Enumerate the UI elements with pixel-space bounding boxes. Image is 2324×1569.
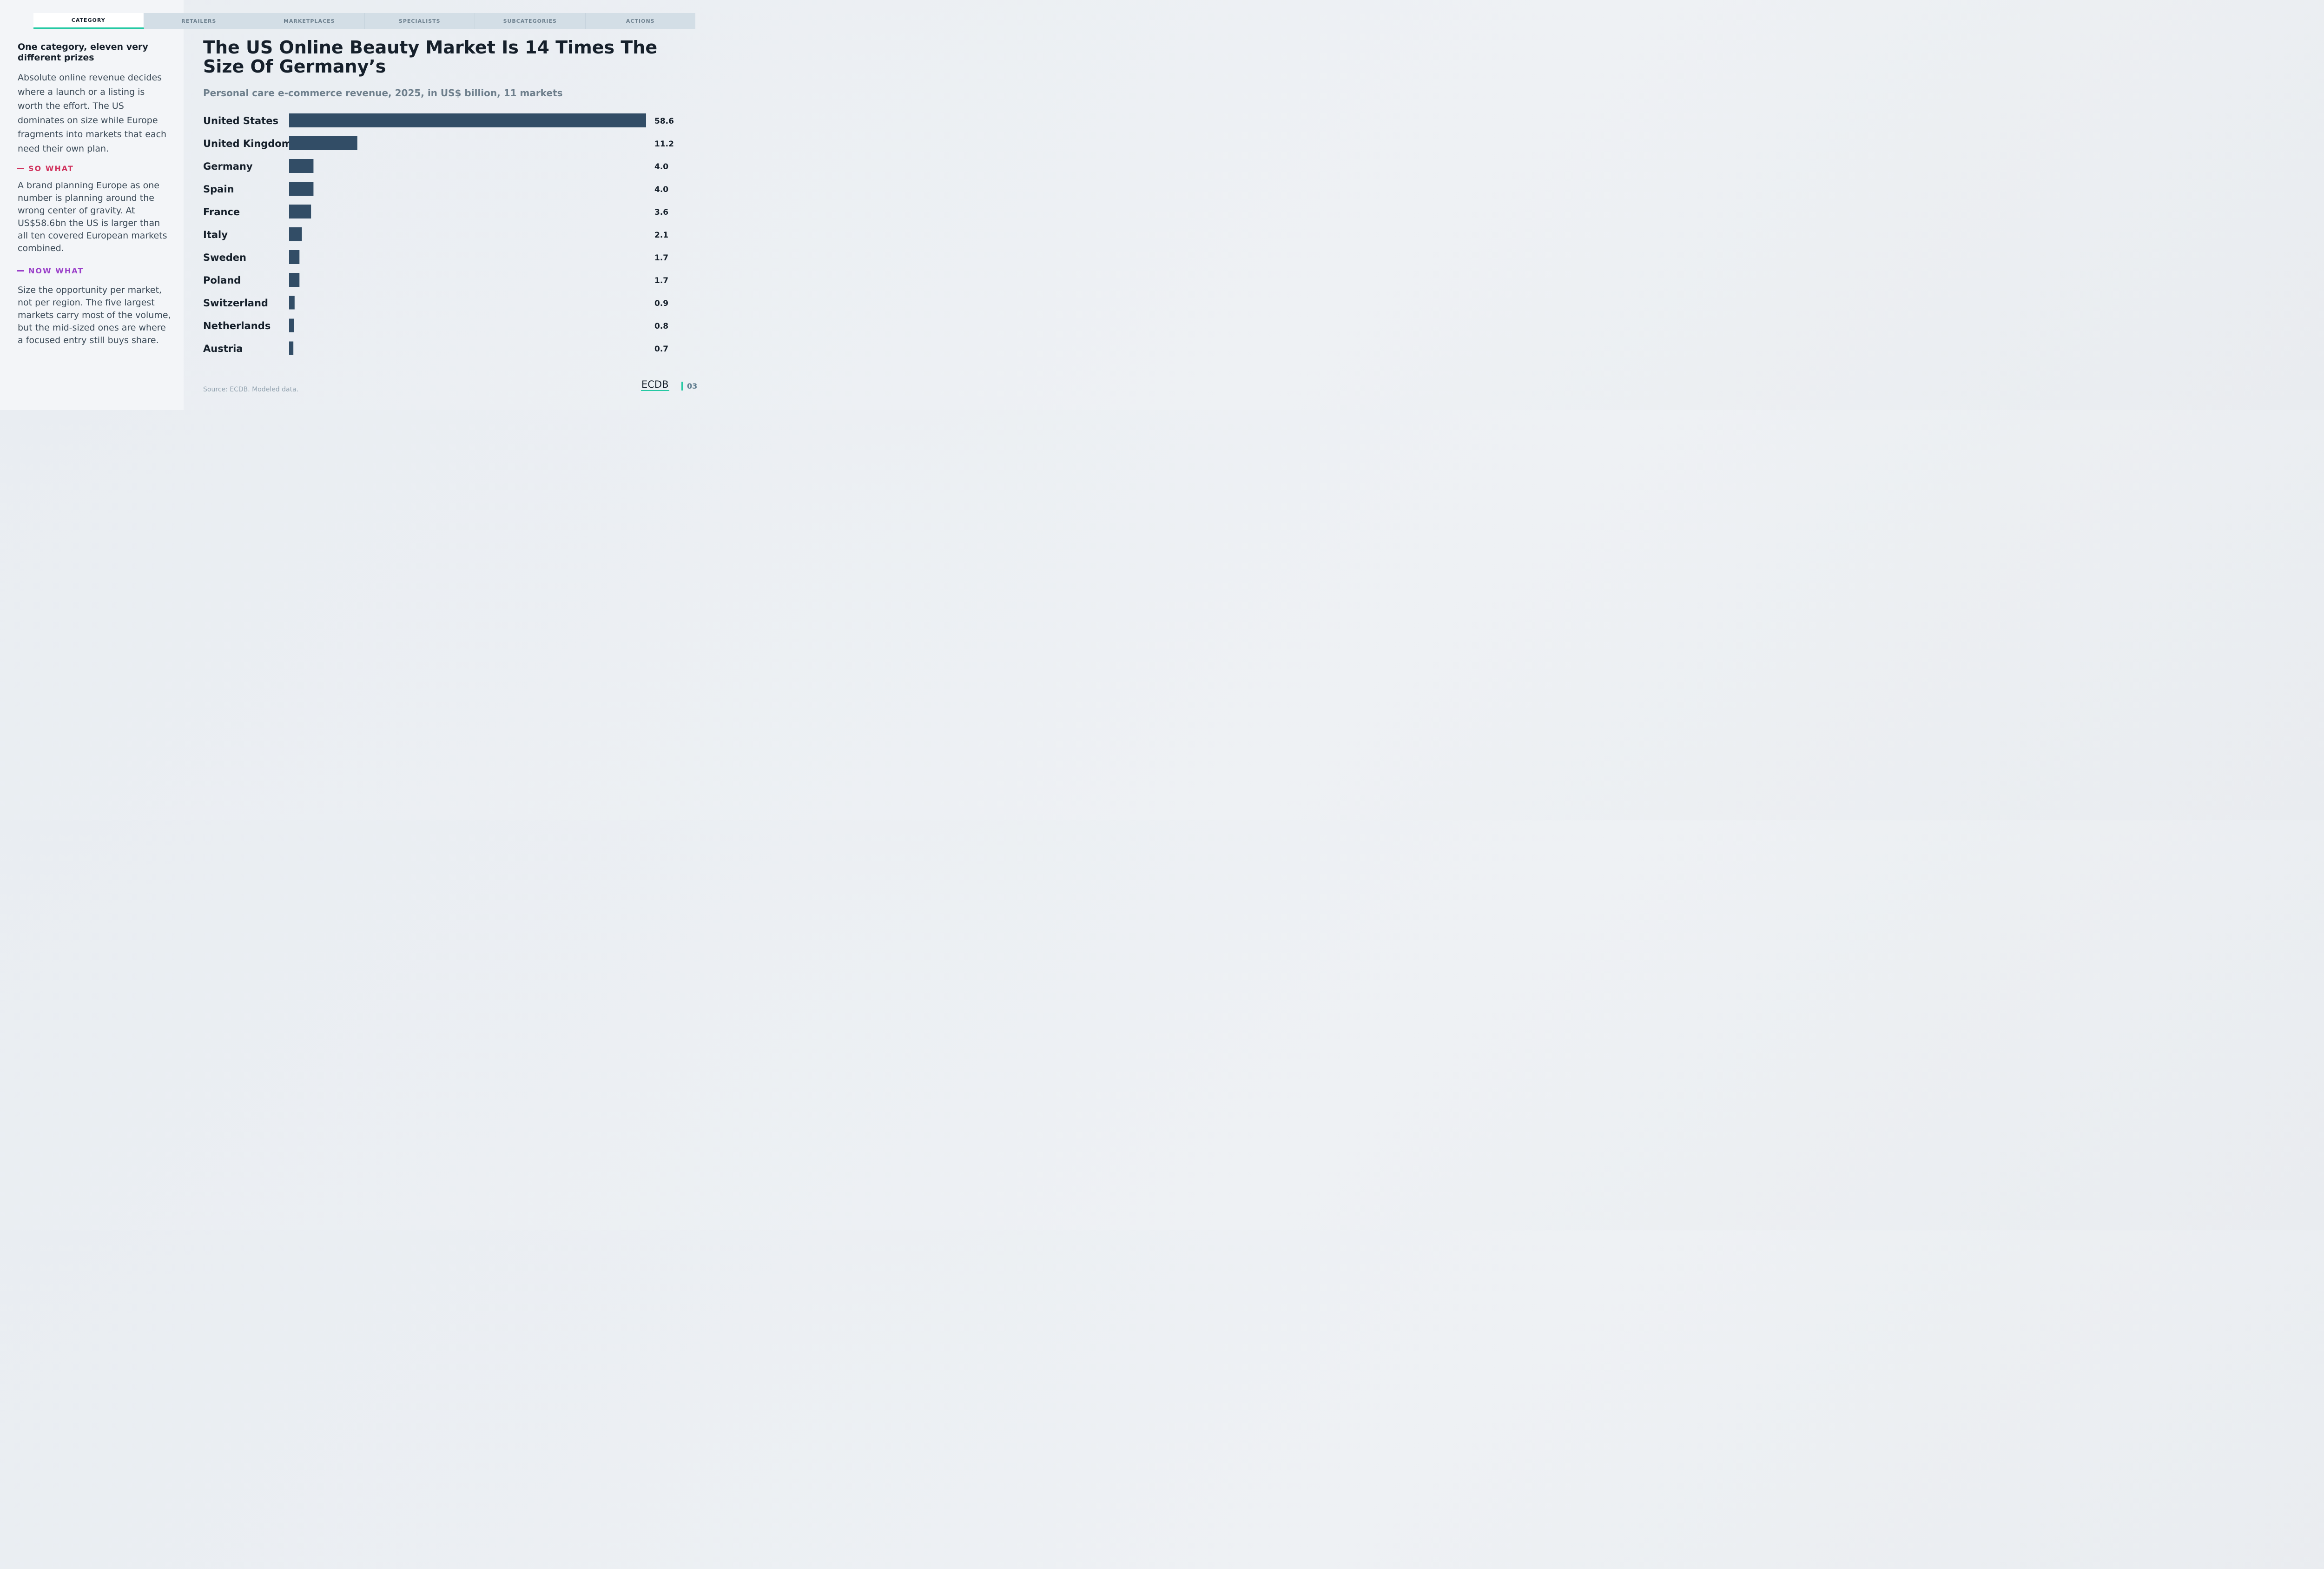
tab-actions[interactable]: ACTIONS [626,18,655,24]
now-what-label: NOW WHAT [28,266,84,275]
bar-chart: United States 58.6 United Kingdom 11.2 Germa… [203,113,674,355]
value-label-france: 3.6 [654,208,668,217]
value-label-germany: 4.0 [654,162,668,172]
bar-sweden [289,250,300,264]
category-label-netherlands: Netherlands [203,320,271,331]
value-label-spain: 4.0 [654,185,668,194]
category-label-united-states: United States [203,115,278,126]
ecdb-logo: ECDB [641,379,669,391]
now-what-text: Size the opportunity per market, not per… [18,285,171,345]
bar-spain [289,182,314,196]
source-note: Source: ECDB. Modeled data. [203,386,299,393]
category-label-france: France [203,206,240,218]
category-label-austria: Austria [203,343,243,354]
so-what-label: SO WHAT [28,164,74,173]
bar-poland [289,273,300,287]
value-label-netherlands: 0.8 [654,322,668,331]
page-accent-bar [681,382,683,391]
tab-marketplaces[interactable]: MARKETPLACES [254,13,365,29]
category-label-italy: Italy [203,229,228,240]
bar-germany [289,159,314,173]
category-label-germany: Germany [203,161,253,172]
so-what-dash-icon [17,168,24,169]
chart-title: The US Online Beauty Market Is 14 Times … [203,37,658,77]
bar-france [289,205,311,218]
sidebar-panel [0,0,184,410]
bar-italy [289,227,302,241]
category-label-spain: Spain [203,184,234,195]
so-what-text: A brand planning Europe as one number is… [18,180,167,253]
bar-austria [289,341,294,355]
value-label-italy: 2.1 [654,231,668,240]
category-label-sweden: Sweden [203,252,246,263]
category-label-poland: Poland [203,275,241,286]
value-label-poland: 1.7 [654,276,668,285]
tab-specialists[interactable]: SPECIALISTS [365,13,475,29]
tab-retailers[interactable]: RETAILERS [144,13,254,29]
now-what-dash-icon [17,270,24,271]
so-what-heading: SO WHAT [17,164,74,173]
value-label-austria: 0.7 [654,344,668,354]
value-label-sweden: 1.7 [654,253,668,263]
tab-category[interactable]: CATEGORY [33,13,144,29]
tab-subcategories[interactable]: SUBCATEGORIES [475,13,586,29]
now-what-heading: NOW WHAT [17,266,84,275]
sidebar-intro: Absolute online revenue decides where a … [18,73,167,154]
value-label-united-kingdom: 11.2 [654,139,674,149]
tab-bar: CATEGORY RETAILERS MARKETPLACES SPECIALI… [33,13,695,29]
bar-united-states [289,113,646,127]
value-label-united-states: 58.6 [654,117,674,126]
bar-netherlands [289,318,294,332]
page-number: 03 [687,382,698,391]
bar-united-kingdom [289,136,357,150]
category-label-united-kingdom: United Kingdom [203,138,292,149]
sidebar-title: One category, eleven very different priz… [18,42,148,63]
chart-subtitle: Personal care e-commerce revenue, 2025, … [203,87,563,99]
category-label-switzerland: Switzerland [203,298,268,309]
bar-switzerland [289,296,295,310]
value-label-switzerland: 0.9 [654,299,668,308]
